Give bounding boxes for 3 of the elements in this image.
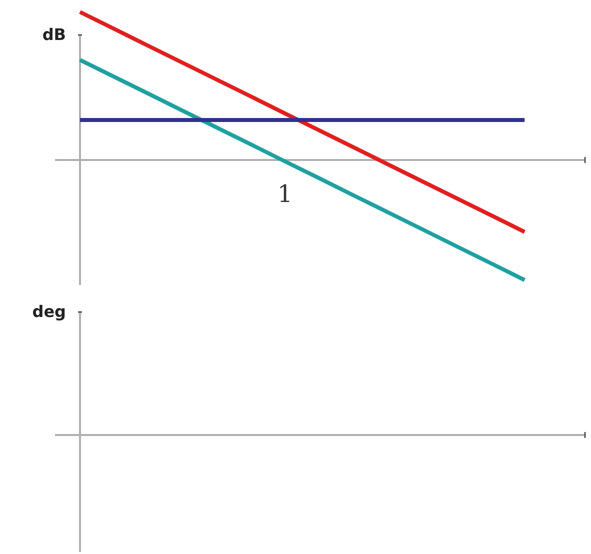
y-axis-title: dB (42, 25, 66, 44)
annotation: 1 (277, 180, 293, 208)
text: deg (32, 302, 66, 321)
